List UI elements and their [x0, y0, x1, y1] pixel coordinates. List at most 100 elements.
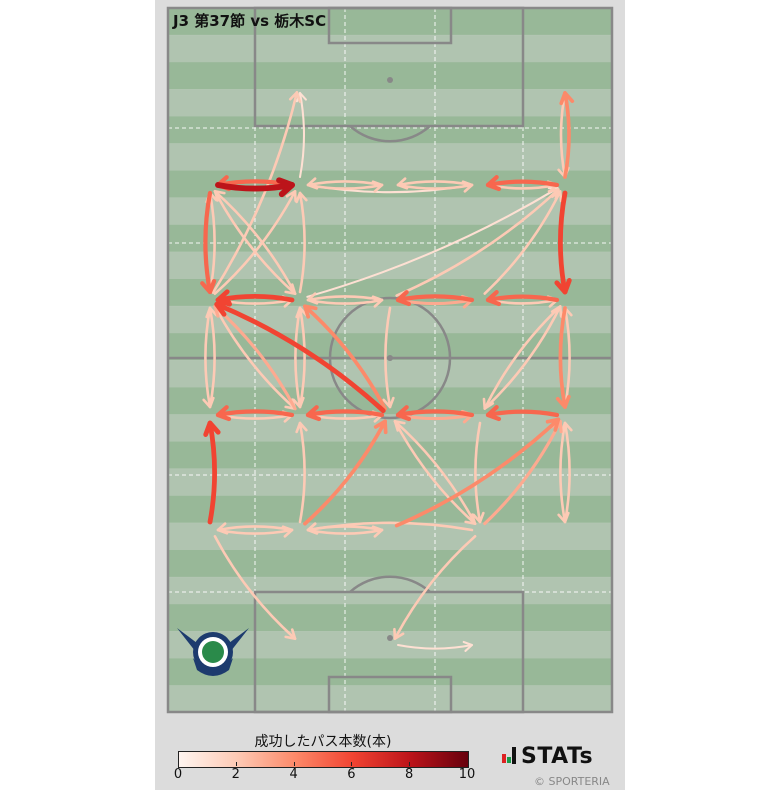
pass-arrows: [200, 91, 575, 652]
pass-arrow-B1-C2: [213, 305, 297, 410]
pass-arrow-D4-D2: [306, 521, 474, 532]
pass-arrow-B4-B3: [395, 294, 475, 303]
pass-arrowhead: [285, 190, 297, 203]
colorbar-tick: 10: [458, 767, 476, 782]
pass-arrow-C2-B2: [298, 306, 306, 409]
colorbar-tickmark: [235, 762, 237, 766]
pass-arrow-B2-B3: [306, 298, 384, 305]
pass-arrow-A5-A4: [485, 179, 560, 188]
pass-arrowhead: [547, 188, 560, 200]
pass-arrow-B3-A5: [395, 188, 560, 297]
pass-arrowhead: [472, 511, 485, 524]
pass-arrowhead: [305, 405, 322, 422]
pass-arrowhead: [205, 306, 218, 319]
team-crest-logo: [177, 628, 249, 676]
pass-arrowhead: [555, 394, 571, 409]
pass-arrow-D4-C5: [483, 419, 562, 526]
pass-arrowhead: [203, 420, 221, 437]
pass-arrow-C1-B1: [208, 306, 216, 409]
pass-arrow-C4-B5: [483, 305, 562, 410]
pass-arrow-A5-B5: [558, 190, 568, 295]
colorbar-tickmark: [351, 762, 353, 766]
pass-arrow-B2-A1: [213, 190, 297, 295]
pass-arrowhead: [200, 278, 217, 295]
stats-logo: STATs: [502, 744, 593, 769]
pass-arrow-A1-A2: [215, 182, 295, 192]
pass-arrow-C4-D4: [474, 421, 482, 524]
pass-arrowhead: [303, 304, 318, 319]
center-spot: [387, 355, 393, 361]
colorbar-tickmark: [409, 762, 411, 766]
colorbar-tick: 0: [173, 767, 183, 782]
pass-arrowhead: [306, 177, 319, 190]
pass-arrowhead: [485, 175, 502, 192]
pass-arrow-B5-C4: [483, 305, 562, 410]
pass-arrow-B1-T2: [211, 91, 299, 294]
penalty-spot-top: [387, 77, 393, 83]
pass-arrowhead: [295, 306, 308, 319]
pass-arrow-D3-C5: [394, 417, 561, 528]
pass-arrow-C5-D5: [559, 421, 567, 524]
pass-arrow-B1-A2: [213, 190, 297, 295]
pass-arrowhead: [373, 419, 388, 435]
pass-arrowhead: [215, 405, 232, 422]
pass-arrowhead: [395, 290, 412, 307]
pass-arrow-C2-B1: [213, 304, 297, 411]
colorbar-tick: 2: [231, 767, 240, 782]
pass-arrow-A1-B2: [213, 190, 297, 295]
pass-arrowhead: [560, 421, 573, 434]
pass-arrowhead: [485, 405, 502, 422]
pass-arrow-B2-B1: [215, 294, 295, 303]
pass-arrow-A5-T5: [563, 91, 571, 179]
pass-arrowhead: [550, 190, 563, 203]
pass-arrow-C3-B2: [303, 304, 387, 411]
pass-arrowhead: [295, 191, 308, 204]
pass-arrow-D1-E2: [213, 535, 297, 640]
pass-arrow-B2-A5: [306, 187, 559, 298]
pitch-markings: [166, 6, 614, 714]
pass-arrow-C5-B5: [563, 306, 571, 409]
pass-arrow-C5-C4: [485, 409, 560, 418]
colorbar-tick: 6: [347, 767, 356, 782]
pass-arrow-D4-C3: [393, 420, 477, 525]
pass-arrowhead: [464, 513, 477, 525]
pass-arrow-C2-C1: [215, 409, 295, 418]
pass-arrowhead: [485, 290, 502, 307]
pass-arrow-B5-C5: [558, 306, 567, 409]
pass-arrow-C4-C3: [395, 409, 475, 418]
pass-arrowhead: [284, 628, 297, 640]
pass-arrow-D2-C2: [298, 421, 306, 524]
colorbar-tick: 8: [405, 767, 414, 782]
pass-arrow-C3-B1: [214, 301, 386, 414]
pass-arrow-A1-B1: [203, 190, 213, 295]
pass-arrow-B3-C3: [384, 306, 392, 409]
pass-arrow-E3-E4: [396, 643, 474, 650]
pass-arrowhead: [382, 396, 395, 409]
penalty-spot-bottom: [387, 635, 393, 641]
pass-arrow-A2-T2: [298, 91, 306, 179]
copyright: © SPORTERIA: [534, 775, 610, 788]
pass-arrowhead: [559, 91, 575, 106]
pass-arrow-A4-A3: [396, 180, 474, 187]
pass-arrowhead: [554, 278, 572, 295]
colorbar-tickmark: [293, 762, 295, 766]
pass-arrowhead: [371, 295, 384, 308]
pass-arrow-C3-D4: [393, 420, 477, 525]
pass-arrow-A3-A2: [306, 180, 384, 187]
stats-brand: STATs: [521, 744, 594, 769]
pass-arrowhead: [395, 405, 412, 422]
pass-arrow-B5-B4: [485, 294, 560, 303]
pass-arrowhead: [545, 417, 561, 432]
pass-arrow-B4-A5: [483, 190, 562, 295]
pass-arrowhead: [295, 421, 308, 434]
pass-arrowhead: [306, 522, 319, 535]
pass-arrow-B1-C1: [204, 306, 212, 409]
colorbar: [178, 751, 469, 768]
colorbar-label: 成功したパス本数(本): [254, 734, 392, 750]
pass-arrowhead: [482, 397, 495, 410]
colorbar-tick: 4: [289, 767, 298, 782]
pass-arrow-B2-C2: [294, 306, 302, 409]
pass-arrowhead: [393, 627, 405, 640]
pass-arrow-D5-C5: [563, 421, 571, 524]
